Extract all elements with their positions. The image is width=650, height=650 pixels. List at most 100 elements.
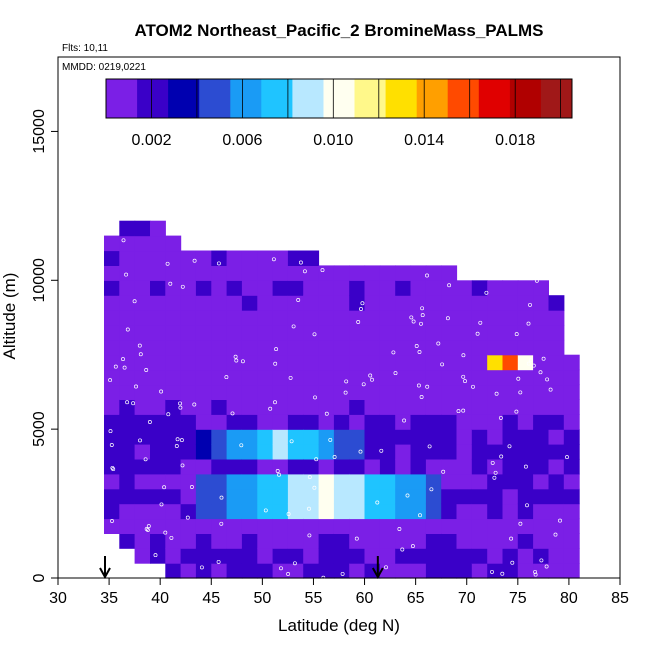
heatmap-cell bbox=[211, 354, 228, 371]
heatmap-cell bbox=[517, 533, 534, 549]
colorbar-swatch bbox=[323, 79, 355, 118]
heatmap-cell bbox=[533, 458, 549, 475]
heatmap-cell bbox=[456, 310, 473, 326]
heatmap-cell bbox=[211, 444, 228, 460]
heatmap-cell bbox=[257, 265, 274, 281]
heatmap-cell bbox=[471, 473, 488, 490]
heatmap-cell bbox=[349, 265, 366, 281]
heatmap-cell bbox=[318, 444, 335, 460]
sample-marker bbox=[553, 532, 558, 537]
heatmap-cell bbox=[272, 295, 289, 311]
heatmap-cell bbox=[165, 339, 182, 356]
sample-marker bbox=[168, 281, 173, 286]
sample-marker bbox=[397, 527, 402, 531]
heatmap-cell bbox=[134, 548, 151, 564]
heatmap-cell bbox=[471, 384, 488, 400]
sample-marker bbox=[359, 307, 363, 311]
heatmap-cell bbox=[303, 503, 320, 520]
heatmap-cell bbox=[395, 280, 412, 296]
sample-marker bbox=[436, 341, 441, 346]
heatmap-cell bbox=[395, 339, 412, 356]
heatmap-cell bbox=[104, 414, 120, 430]
heatmap-cell bbox=[104, 265, 120, 281]
heatmap-cell bbox=[533, 503, 549, 520]
heatmap-cell bbox=[165, 503, 182, 520]
heatmap-cell bbox=[349, 280, 366, 296]
heatmap-cell bbox=[150, 235, 166, 252]
heatmap-cell bbox=[195, 458, 212, 475]
heatmap-cell bbox=[533, 280, 549, 296]
heatmap-cell bbox=[303, 444, 320, 460]
sample-marker bbox=[312, 332, 317, 337]
heatmap-cell bbox=[395, 473, 412, 490]
heatmap-cell bbox=[533, 533, 549, 549]
sample-marker bbox=[526, 321, 531, 326]
heatmap-cell bbox=[165, 563, 182, 579]
sample-marker bbox=[125, 327, 130, 332]
colorbar-tick-label: 0.006 bbox=[222, 132, 262, 149]
heatmap-cell bbox=[379, 265, 396, 281]
heatmap-cell bbox=[272, 324, 289, 341]
heatmap-cell bbox=[502, 533, 519, 549]
heatmap-cell bbox=[456, 399, 473, 415]
heatmap-cell bbox=[303, 429, 320, 445]
heatmap-cell bbox=[303, 518, 320, 534]
heatmap-cell bbox=[195, 265, 212, 281]
sample-marker bbox=[528, 302, 532, 307]
heatmap-cell bbox=[563, 503, 580, 520]
arrow-head bbox=[371, 567, 384, 580]
heatmap-cell bbox=[150, 265, 166, 281]
heatmap-cell bbox=[241, 563, 258, 579]
heatmap-cell bbox=[379, 444, 396, 460]
heatmap-cell bbox=[303, 399, 320, 415]
sample-marker bbox=[111, 467, 116, 472]
sample-marker bbox=[144, 368, 149, 372]
heatmap-cell bbox=[211, 414, 228, 430]
heatmap-cell bbox=[548, 310, 565, 326]
sample-marker bbox=[405, 493, 410, 498]
heatmap-cell bbox=[533, 473, 549, 490]
heatmap-cell bbox=[563, 533, 580, 549]
heatmap-cell bbox=[349, 369, 366, 386]
sample-marker bbox=[291, 324, 296, 329]
heatmap-cell bbox=[211, 250, 228, 266]
heatmap-cell bbox=[165, 473, 182, 490]
sample-marker bbox=[528, 358, 533, 363]
heatmap-cell bbox=[517, 369, 534, 386]
heatmap-cell bbox=[104, 354, 120, 371]
heatmap-cell bbox=[364, 280, 381, 296]
heatmap-cell bbox=[318, 324, 335, 341]
heatmap-cell bbox=[410, 399, 427, 415]
heatmap-cell bbox=[180, 458, 197, 475]
heatmap-cell bbox=[104, 324, 120, 341]
heatmap-cell bbox=[119, 324, 136, 341]
heatmap-cell bbox=[150, 295, 166, 311]
heatmap-cell bbox=[395, 518, 412, 534]
heatmap-cell bbox=[349, 295, 366, 311]
heatmap-cell bbox=[533, 384, 549, 400]
heatmap-cell bbox=[364, 458, 381, 475]
heatmap-cell bbox=[533, 310, 549, 326]
heatmap-cell bbox=[379, 369, 396, 386]
heatmap-cell bbox=[441, 265, 458, 281]
heatmap-cell bbox=[150, 488, 166, 505]
heatmap-cell bbox=[517, 339, 534, 356]
heatmap-cell bbox=[441, 473, 458, 490]
heatmap-cell bbox=[318, 429, 335, 445]
sample-marker bbox=[499, 454, 504, 459]
heatmap-cell bbox=[287, 339, 304, 356]
heatmap-cell bbox=[548, 518, 565, 534]
heatmap-cell bbox=[502, 444, 519, 460]
heatmap-cell bbox=[425, 295, 442, 311]
heatmap-cell bbox=[272, 414, 289, 430]
sample-marker bbox=[490, 460, 495, 465]
heatmap-cell bbox=[211, 399, 228, 415]
heatmap-cell bbox=[395, 399, 412, 415]
sample-marker bbox=[545, 377, 550, 382]
sample-marker bbox=[147, 420, 152, 424]
heatmap-cell bbox=[379, 280, 396, 296]
sample-marker bbox=[340, 571, 345, 576]
heatmap-cell bbox=[425, 369, 442, 386]
sample-marker bbox=[113, 364, 118, 369]
heatmap-cell bbox=[119, 488, 136, 505]
